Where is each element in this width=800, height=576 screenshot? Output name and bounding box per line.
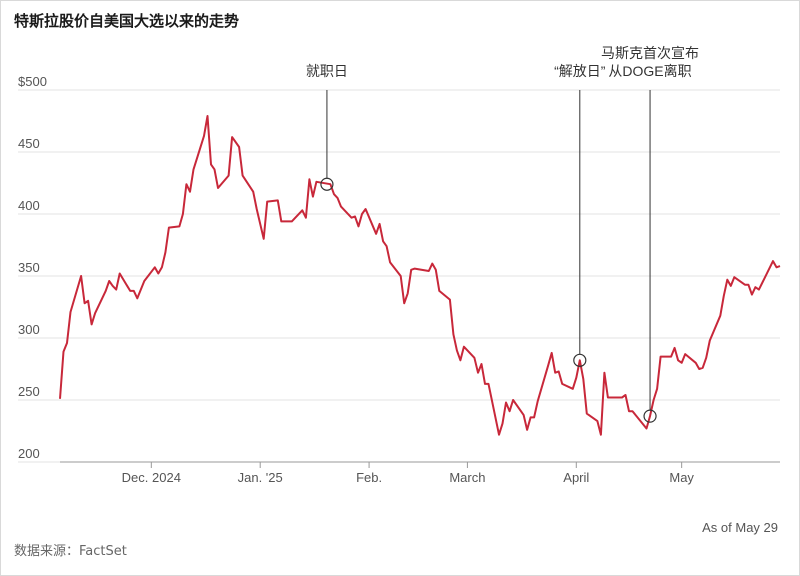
y-tick-label: 300 (18, 322, 40, 337)
annotation-marker (573, 353, 587, 367)
annotation-label-line: 从DOGE离职 (608, 63, 691, 79)
as-of-note: As of May 29 (702, 520, 778, 535)
price-line (59, 115, 781, 436)
x-tick-label: Dec. 2024 (122, 470, 181, 485)
annotation-marker (320, 177, 334, 191)
y-tick-label: 400 (18, 198, 40, 213)
x-tick-label: May (669, 470, 694, 485)
x-tick-label: March (449, 470, 485, 485)
y-tick-label: 350 (18, 260, 40, 275)
grid-layer (18, 89, 780, 468)
source-note: 数据来源：FactSet (14, 544, 127, 559)
chart-title: 特斯拉股价自美国大选以来的走势 (14, 12, 240, 30)
label-layer: $500 450 400 350 300 250 200 Dec. 2024 Jan. '25 F… (18, 45, 699, 485)
x-tick-label: Feb. (356, 470, 382, 485)
annotation-label: 就职日 (306, 63, 348, 79)
annotation-marker (643, 409, 657, 423)
series-layer (59, 115, 781, 436)
annotation-label-line: “解放日” (554, 63, 606, 79)
annotation-label: 马斯克首次宣布从DOGE离职 (601, 45, 699, 79)
x-tick-label: April (563, 470, 589, 485)
y-tick-label: $500 (18, 74, 47, 89)
y-tick-label: 250 (18, 384, 40, 399)
annotation-label-line: 马斯克首次宣布 (601, 45, 699, 61)
y-tick-label: 200 (18, 446, 40, 461)
x-tick-label: Jan. '25 (238, 470, 283, 485)
annotation-label: “解放日” (554, 63, 606, 79)
annotation-label-line: 就职日 (306, 63, 348, 79)
annotation-layer (326, 90, 651, 411)
y-tick-label: 450 (18, 136, 40, 151)
marker-layer (320, 177, 657, 423)
